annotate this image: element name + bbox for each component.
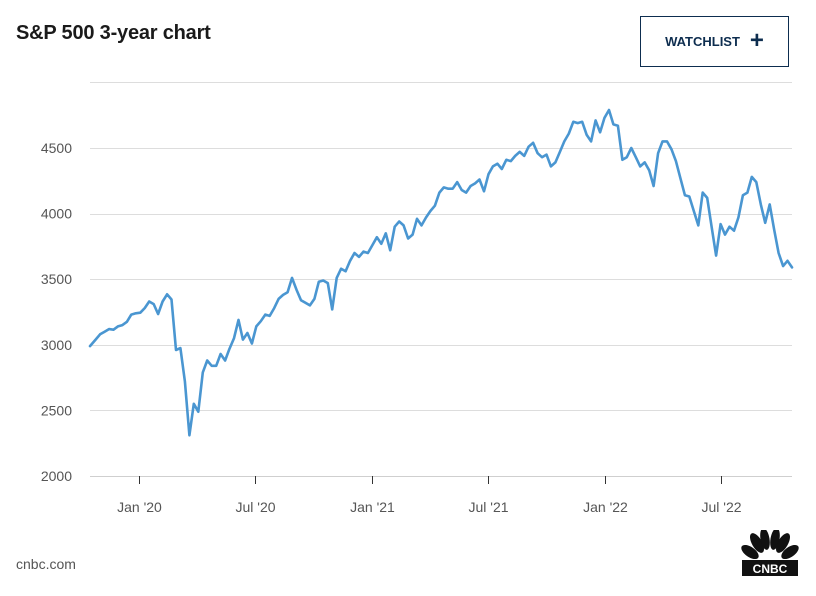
x-tick-label: Jul '22 xyxy=(701,499,741,515)
cnbc-peacock-logo: CNBC xyxy=(741,530,799,576)
y-tick-label: 2000 xyxy=(41,468,72,484)
x-tick-label: Jan '21 xyxy=(350,499,395,515)
watchlist-button[interactable]: WATCHLIST + xyxy=(640,16,789,67)
x-axis-ticks: Jan '20 Jul '20 Jan '21 Jul '21 Jan '22 Jul '… xyxy=(117,476,742,515)
x-tick-label: Jan '22 xyxy=(583,499,628,515)
page-title: S&P 500 3-year chart xyxy=(16,22,211,44)
plus-icon: + xyxy=(749,26,764,54)
series-layer xyxy=(88,108,794,437)
logo-text: CNBC xyxy=(753,562,788,576)
y-tick-label: 4500 xyxy=(41,140,72,156)
grid-lines xyxy=(90,82,792,477)
x-tick-label: Jul '21 xyxy=(468,499,508,515)
series-line xyxy=(88,108,794,437)
y-tick-label: 2500 xyxy=(41,402,72,418)
x-tick-label: Jul '20 xyxy=(235,499,275,515)
y-tick-label: 4000 xyxy=(41,206,72,222)
y-axis-ticks: 2000 2500 3000 3500 4000 4500 xyxy=(41,140,72,484)
y-tick-label: 3000 xyxy=(41,337,72,353)
watchlist-label: WATCHLIST xyxy=(665,34,740,49)
x-tick-label: Jan '20 xyxy=(117,499,162,515)
source-label: cnbc.com xyxy=(16,556,76,572)
y-tick-label: 3500 xyxy=(41,271,72,287)
